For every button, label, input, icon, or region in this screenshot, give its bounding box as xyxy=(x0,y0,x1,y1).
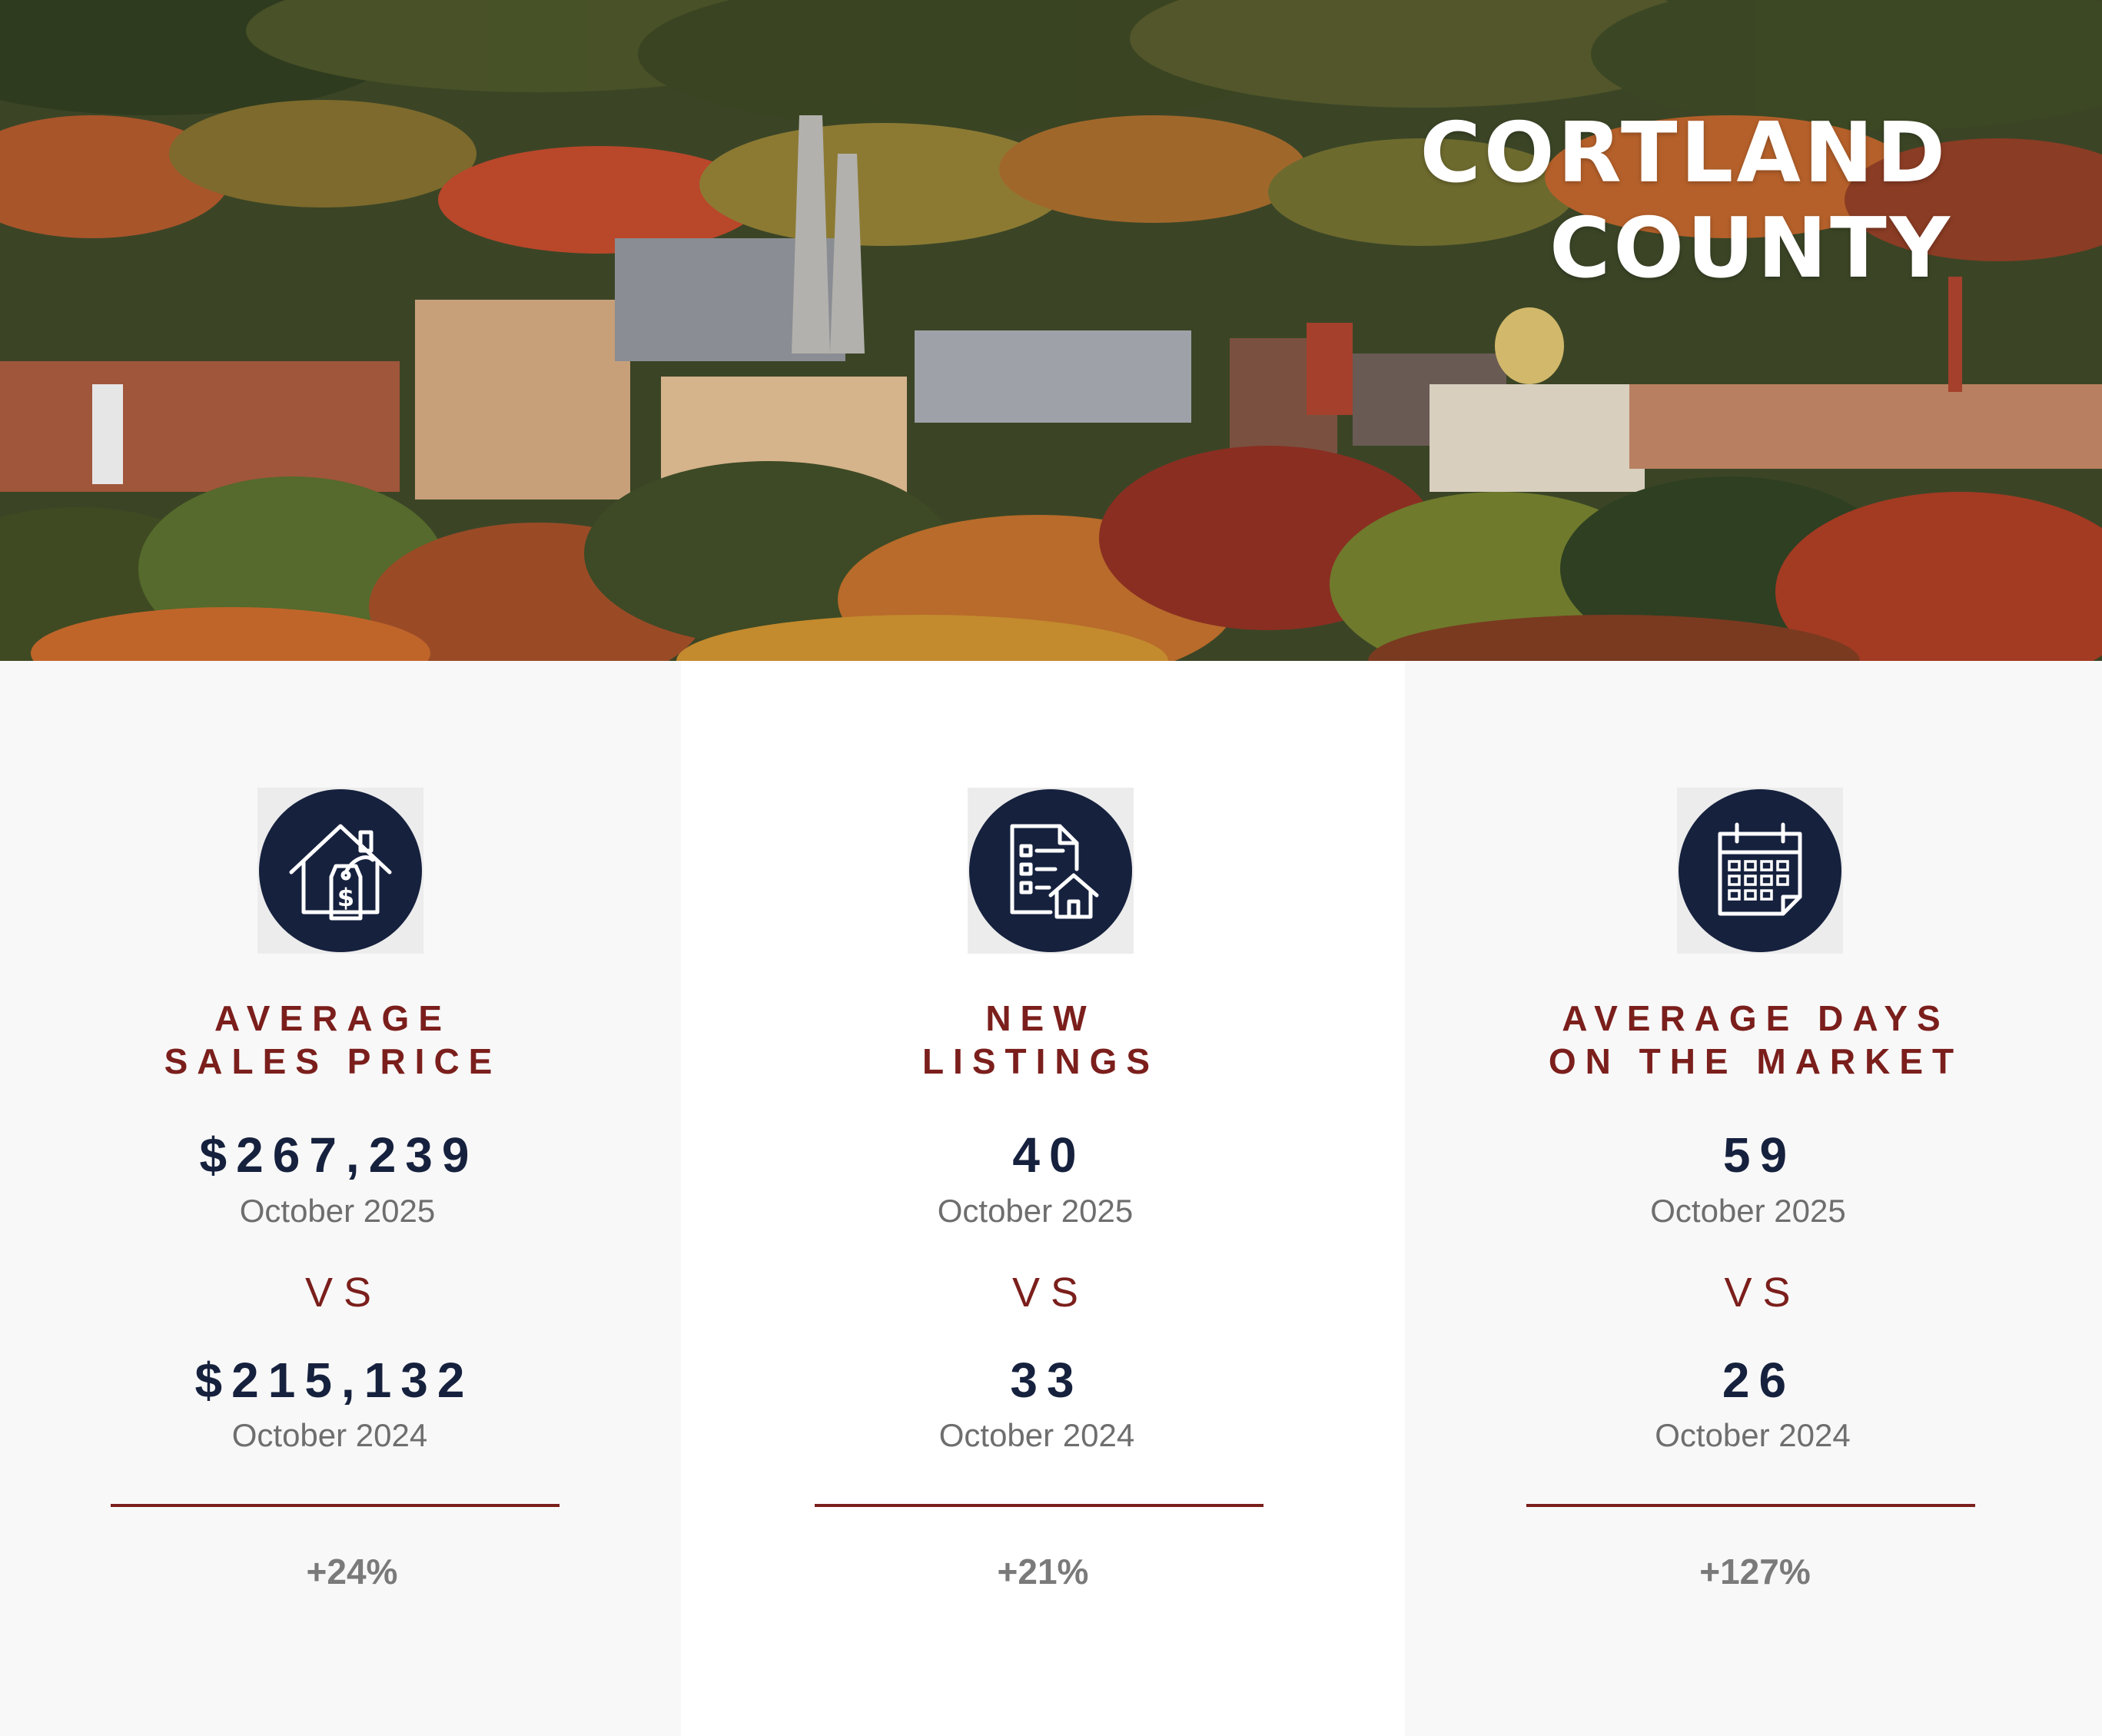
previous-value: 33 xyxy=(1010,1353,1084,1408)
previous-period: October 2024 xyxy=(938,1417,1135,1453)
previous-period: October 2024 xyxy=(231,1417,428,1453)
current-period: October 2025 xyxy=(1650,1193,1846,1229)
metric-label-line1: NEW xyxy=(985,998,1096,1038)
county-title: CORTLAND COUNTY xyxy=(1420,105,1951,297)
divider-line xyxy=(111,1504,560,1507)
previous-period: October 2024 xyxy=(1655,1417,1851,1453)
divider-line xyxy=(1526,1504,1975,1507)
current-value: $267,239 xyxy=(199,1127,479,1183)
divider-line xyxy=(815,1504,1264,1507)
metric-label: NEW LISTINGS xyxy=(679,997,1403,1083)
vs-label: VS xyxy=(1011,1270,1090,1316)
calendar-icon xyxy=(1677,788,1843,954)
house-price-tag-icon: $ xyxy=(257,788,423,954)
metric-card-average-sales-price: $ AVERAGE SALES PRICE $267,239 October 2… xyxy=(0,661,681,1736)
percent-change: +127% xyxy=(1699,1552,1811,1592)
current-value: 59 xyxy=(1722,1127,1797,1183)
percent-change: +21% xyxy=(997,1552,1089,1592)
current-period: October 2025 xyxy=(937,1193,1134,1229)
county-title-line1: CORTLAND xyxy=(1420,105,1948,201)
metric-label: AVERAGE SALES PRICE xyxy=(0,997,673,1083)
metric-label-line2: SALES PRICE xyxy=(164,1041,502,1081)
town-skyline-photo xyxy=(0,0,2102,661)
current-value: 40 xyxy=(1012,1127,1086,1183)
vs-label: VS xyxy=(304,1270,383,1316)
vs-label: VS xyxy=(1724,1270,1801,1316)
svg-text:$: $ xyxy=(337,883,354,912)
listing-document-house-icon xyxy=(968,788,1134,954)
metric-label: AVERAGE DAYS ON THE MARKET xyxy=(1407,997,2102,1083)
metric-label-line1: AVERAGE xyxy=(214,998,452,1038)
metric-label-line2: ON THE MARKET xyxy=(1548,1041,1964,1081)
current-period: October 2025 xyxy=(239,1193,436,1229)
previous-value: $215,132 xyxy=(194,1353,474,1408)
metric-card-average-days-on-market: AVERAGE DAYS ON THE MARKET 59 October 20… xyxy=(1405,661,2102,1736)
county-title-line2: COUNTY xyxy=(1549,201,1953,297)
metric-label-line1: AVERAGE DAYS xyxy=(1562,998,1950,1038)
hero-photo: CORTLAND COUNTY xyxy=(0,0,2102,661)
metric-card-new-listings: NEW LISTINGS 40 October 2025 VS 33 Octob… xyxy=(681,661,1405,1736)
percent-change: +24% xyxy=(306,1552,398,1592)
metric-label-line2: LISTINGS xyxy=(921,1041,1160,1081)
previous-value: 26 xyxy=(1722,1353,1796,1408)
